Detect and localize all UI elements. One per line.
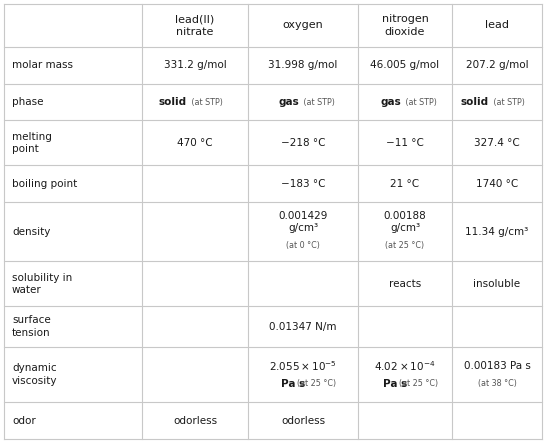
Text: 31.998 g/mol: 31.998 g/mol: [268, 60, 337, 70]
Text: (at STP): (at STP): [403, 97, 437, 106]
Text: solid: solid: [159, 97, 187, 107]
Text: solid: solid: [461, 97, 489, 107]
Text: gas: gas: [278, 97, 299, 107]
Text: $4.02\times10^{-4}$: $4.02\times10^{-4}$: [375, 359, 436, 373]
Text: boiling point: boiling point: [12, 179, 77, 189]
Text: oxygen: oxygen: [283, 20, 323, 31]
Text: melting
point: melting point: [12, 132, 52, 154]
Text: −11 °C: −11 °C: [386, 138, 424, 148]
Text: (at 38 °C): (at 38 °C): [478, 379, 517, 388]
Text: 0.00183 Pa s: 0.00183 Pa s: [464, 361, 530, 371]
Text: nitrogen
dioxide: nitrogen dioxide: [382, 14, 429, 37]
Text: (at 25 °C): (at 25 °C): [400, 379, 438, 388]
Text: 11.34 g/cm³: 11.34 g/cm³: [465, 227, 529, 237]
Text: $2.055\times10^{-5}$: $2.055\times10^{-5}$: [269, 359, 337, 373]
Text: 207.2 g/mol: 207.2 g/mol: [466, 60, 529, 70]
Text: −183 °C: −183 °C: [281, 179, 325, 189]
Text: −218 °C: −218 °C: [281, 138, 325, 148]
Text: phase: phase: [12, 97, 44, 107]
Text: dynamic
viscosity: dynamic viscosity: [12, 363, 57, 386]
Text: density: density: [12, 227, 50, 237]
Text: solubility in
water: solubility in water: [12, 272, 72, 295]
Text: molar mass: molar mass: [12, 60, 73, 70]
Text: 0.001429
g/cm³: 0.001429 g/cm³: [278, 211, 328, 233]
Text: (at STP): (at STP): [301, 97, 335, 106]
Text: 21 °C: 21 °C: [390, 179, 419, 189]
Text: 0.00188
g/cm³: 0.00188 g/cm³: [384, 211, 426, 233]
Text: (at 0 °C): (at 0 °C): [286, 241, 320, 250]
Text: 0.01347 N/m: 0.01347 N/m: [269, 322, 337, 332]
Text: 1740 °C: 1740 °C: [476, 179, 518, 189]
Text: 327.4 °C: 327.4 °C: [474, 138, 520, 148]
Text: odorless: odorless: [173, 416, 217, 426]
Text: (at STP): (at STP): [189, 97, 223, 106]
Text: (at STP): (at STP): [491, 97, 525, 106]
Text: odorless: odorless: [281, 416, 325, 426]
Text: 470 °C: 470 °C: [177, 138, 213, 148]
Text: 331.2 g/mol: 331.2 g/mol: [164, 60, 227, 70]
Text: 46.005 g/mol: 46.005 g/mol: [370, 60, 440, 70]
Text: surface
tension: surface tension: [12, 315, 51, 338]
Text: lead(II)
nitrate: lead(II) nitrate: [175, 14, 215, 37]
Text: Pa s: Pa s: [383, 379, 407, 389]
Text: gas: gas: [380, 97, 401, 107]
Text: (at 25 °C): (at 25 °C): [298, 379, 336, 388]
Text: Pa s: Pa s: [281, 379, 305, 389]
Text: (at 25 °C): (at 25 °C): [385, 241, 425, 250]
Text: reacts: reacts: [389, 279, 421, 289]
Text: odor: odor: [12, 416, 35, 426]
Text: lead: lead: [485, 20, 509, 31]
Text: insoluble: insoluble: [473, 279, 520, 289]
